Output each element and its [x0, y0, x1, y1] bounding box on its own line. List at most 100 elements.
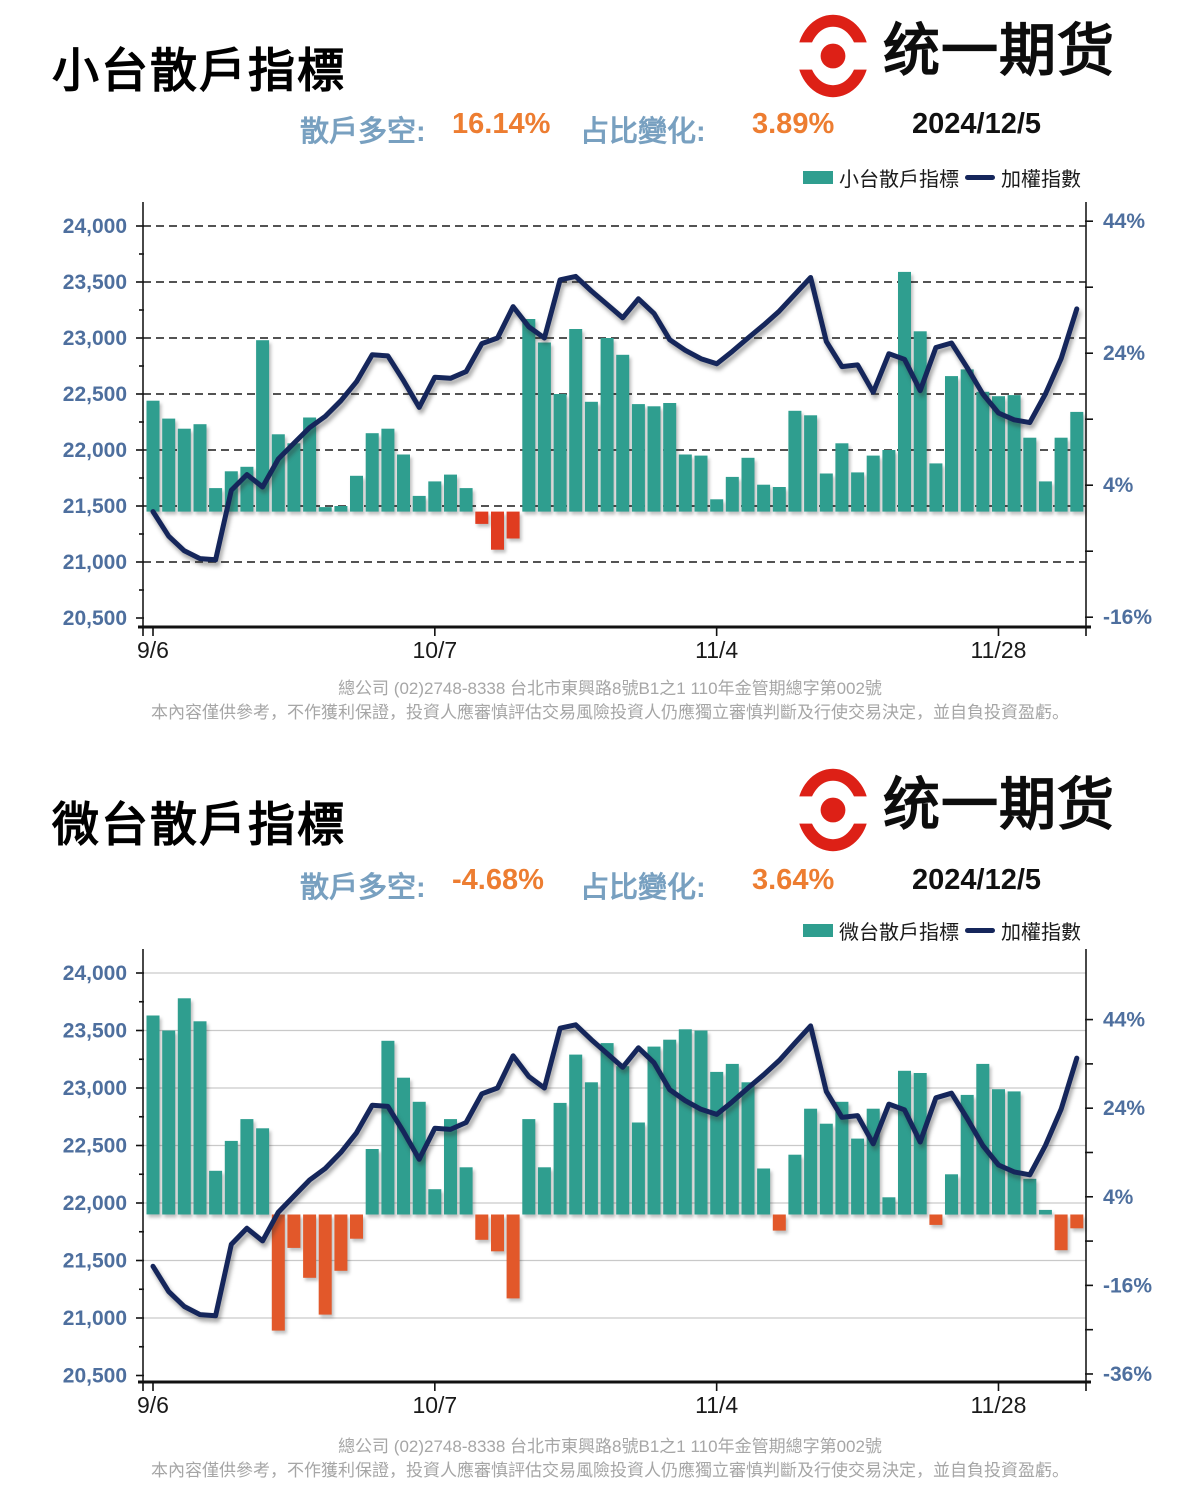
bar	[444, 1119, 457, 1215]
left-axis-tick-label: 20,500	[63, 607, 127, 630]
bar	[350, 1214, 363, 1239]
bar	[303, 417, 317, 512]
bar	[804, 415, 818, 512]
bar	[913, 331, 927, 512]
bar	[757, 484, 771, 512]
bar	[537, 1167, 551, 1215]
bar	[318, 507, 332, 512]
bar	[1054, 437, 1068, 512]
ratio-change-value-2: 3.64%	[752, 864, 835, 896]
bar	[945, 376, 958, 512]
line-series-swatch-2	[965, 928, 995, 933]
brand-logo: 统一期货	[793, 14, 1115, 98]
bar	[475, 1214, 489, 1240]
combo-chart-mini: 24,000 23,500 23,000 22,500 22,000 21,500 21,0…	[63, 202, 1152, 663]
bar	[851, 472, 865, 512]
bar	[647, 406, 661, 512]
x-axis-tick-label: 11/4	[695, 637, 738, 663]
right-axis-tick-label: 4%	[1103, 474, 1134, 497]
panel-mini-taiex: 小台散戶指標 统一期货 散戶多空: 16.14% 占比變化: 3.89% 202…	[52, 14, 1152, 722]
bar	[929, 463, 943, 512]
bar	[600, 338, 614, 512]
weighted-index-line	[150, 273, 1080, 563]
bar	[898, 1070, 911, 1215]
x-axis-tick-label: 10/7	[412, 1392, 457, 1418]
combo-chart-micro: 24,000 23,500 23,000 22,500 22,000 21,500 21,0…	[63, 949, 1152, 1418]
right-axis-tick-label: 24%	[1103, 342, 1145, 365]
bar	[616, 354, 630, 512]
bar	[397, 454, 410, 512]
line-series-label: 加權指數	[1001, 169, 1081, 191]
bar	[788, 410, 802, 512]
bar	[287, 443, 301, 512]
bar	[209, 488, 223, 512]
bar	[553, 394, 567, 512]
brand-logo-text-2: 统一期货	[883, 773, 1115, 837]
bar	[772, 1214, 786, 1231]
left-axis-tick-label: 23,500	[63, 1020, 127, 1043]
bar	[397, 1077, 410, 1215]
bar	[1038, 481, 1052, 512]
bar	[569, 1054, 583, 1215]
page-title-2: 微台散戶指標	[52, 798, 346, 851]
line-series-label-2: 加權指數	[1001, 922, 1081, 944]
disclaimer-line-2: 本內容僅供參考，不作獲利保證，投資人應審慎評估交易風險投資人仍應獨立審慎判斷及行…	[151, 1461, 1069, 1480]
bar-series-label: 小台散戶指標	[839, 169, 959, 191]
bar	[710, 499, 724, 512]
bar	[287, 1214, 301, 1248]
brand-logo-text: 统一期货	[883, 19, 1115, 83]
bar	[444, 474, 457, 512]
left-axis-tick-label: 21,000	[63, 1307, 127, 1330]
bar	[678, 1029, 692, 1215]
bar	[193, 1021, 207, 1215]
left-axis-tick-label: 23,000	[63, 327, 127, 350]
bar	[882, 450, 896, 512]
bar	[569, 329, 583, 512]
bar	[1070, 1214, 1084, 1229]
bar	[992, 1089, 1005, 1215]
x-axis-tick-label: 9/6	[137, 637, 169, 663]
bar	[350, 475, 363, 512]
x-axis-tick-label: 9/6	[137, 1392, 169, 1418]
bar	[193, 424, 207, 512]
bar	[522, 319, 536, 512]
bar	[584, 1082, 598, 1215]
bar-series-swatch	[803, 171, 833, 184]
bar	[412, 495, 426, 512]
bar	[898, 271, 911, 512]
bar-series-label-2: 微台散戶指標	[839, 922, 959, 944]
bar	[537, 342, 551, 512]
bar	[945, 1174, 958, 1215]
bar	[240, 1119, 254, 1215]
bar	[866, 1108, 880, 1215]
bar	[741, 457, 755, 512]
retail-indicator-bars	[146, 271, 1084, 550]
left-axis-tick-label: 21,000	[63, 551, 127, 574]
uni-president-emblem-icon	[793, 14, 873, 98]
bar	[819, 473, 833, 512]
bar	[647, 1046, 661, 1215]
bar	[475, 511, 489, 524]
bar	[428, 481, 442, 512]
bar	[694, 1030, 708, 1215]
left-axis-tick-label: 22,500	[63, 1135, 127, 1158]
bar	[459, 1167, 473, 1215]
bar	[459, 488, 473, 512]
bar	[710, 1071, 724, 1215]
bar-series-swatch-2	[803, 924, 833, 937]
right-axis-tick-label: -36%	[1103, 1363, 1152, 1386]
bar	[381, 428, 395, 512]
bar	[960, 369, 974, 512]
bar	[365, 433, 379, 512]
company-address-line: 總公司 (02)2748-8338 台北市東興路8號B1之1 110年金管期總字…	[338, 679, 882, 698]
bar	[1007, 1091, 1021, 1215]
left-axis-tick-label: 22,000	[63, 1192, 127, 1215]
bar	[694, 455, 708, 512]
x-axis-tick-label: 11/28	[971, 1392, 1027, 1418]
bar	[835, 1101, 849, 1215]
bar	[835, 443, 849, 512]
bar	[929, 1214, 943, 1225]
bar	[616, 1066, 630, 1215]
ratio-change-value: 3.89%	[752, 108, 835, 140]
bar	[271, 434, 285, 512]
